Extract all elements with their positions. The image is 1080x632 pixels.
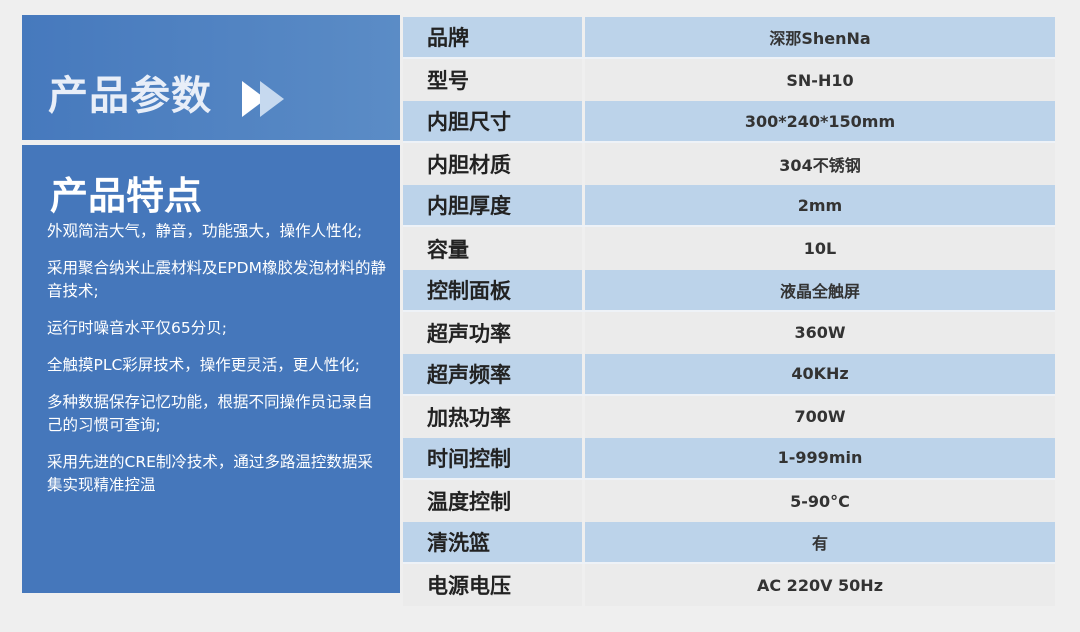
spec-label: 型号 [403, 59, 582, 102]
spec-label: 超声频率 [403, 353, 582, 394]
spec-label: 控制面板 [403, 269, 582, 310]
table-row: 加热功率 700W [403, 395, 1055, 438]
spec-value: AC 220V 50Hz [585, 564, 1055, 607]
table-row: 内胆尺寸 300*240*150mm [403, 101, 1055, 144]
features-list: 外观简洁大气，静音，功能强大，操作人性化; 采用聚合纳米止震材料及EPDM橡胶发泡… [47, 220, 387, 511]
feature-item: 运行时噪音水平仅65分贝; [47, 319, 227, 337]
features-title: 产品特点 [50, 174, 203, 218]
spec-value: 300*240*150mm [585, 101, 1055, 142]
spec-value: 360W [585, 311, 1055, 354]
spec-value: 有 [585, 522, 1055, 563]
spec-label: 容量 [403, 227, 582, 270]
table-row: 型号 SN-H10 [403, 59, 1055, 102]
spec-value: 液晶全触屏 [585, 269, 1055, 310]
spec-value: 10L [585, 227, 1055, 270]
spec-label: 加热功率 [403, 395, 582, 438]
double-arrow-icon [242, 81, 284, 117]
table-row: 清洗篮有 [403, 522, 1055, 565]
feature-item: 全触摸PLC彩屏技术，操作更灵活，更人性化; [47, 356, 361, 374]
spec-label: 品牌 [403, 17, 582, 58]
spec-value: 2mm [585, 185, 1055, 226]
spec-value: 304不锈钢 [585, 143, 1055, 186]
spec-value: 深那ShenNa [585, 17, 1055, 58]
spec-label: 电源电压 [403, 564, 582, 607]
table-row: 品牌 深那ShenNa [403, 17, 1055, 60]
spec-value: 5-90°C [585, 480, 1055, 523]
spec-table: 品牌 深那ShenNa 型号 SN-H10 内胆尺寸 300*240*150mm 内胆材质 3… [403, 17, 1055, 607]
features-panel: 产品特点 外观简洁大气，静音，功能强大，操作人性化; 采用聚合纳米止震材料及EPD… [22, 145, 400, 593]
spec-value: 1-999min [585, 437, 1055, 479]
table-row: 温度控制 5-90°C [403, 480, 1055, 523]
table-row: 电源电压 AC 220V 50Hz [403, 564, 1055, 607]
spec-label: 温度控制 [403, 480, 582, 523]
table-row: 超声功率 360W [403, 311, 1055, 354]
spec-label: 时间控制 [403, 437, 582, 479]
spec-label: 内胆厚度 [403, 185, 582, 226]
feature-item: 采用先进的CRE制冷技术，通过多路温控数据采集实现精准控温 [47, 453, 373, 494]
spec-label: 内胆材质 [403, 143, 582, 186]
spec-value: 40KHz [585, 353, 1055, 394]
spec-value: SN-H10 [585, 59, 1055, 102]
spec-label: 清洗篮 [403, 522, 582, 563]
params-title: 产品参数 [48, 73, 212, 119]
table-row: 内胆厚度 2mm [403, 185, 1055, 228]
table-row: 控制面板 液晶全触屏 [403, 269, 1055, 312]
table-row: 时间控制 1-999min [403, 437, 1055, 481]
feature-item: 多种数据保存记忆功能，根据不同操作员记录自己的习惯可查询; [47, 393, 373, 434]
feature-item: 外观简洁大气，静音，功能强大，操作人性化; [47, 222, 363, 240]
table-row: 容量 10L [403, 227, 1055, 270]
spec-value: 700W [585, 395, 1055, 438]
table-row: 超声频率 40KHz [403, 353, 1055, 396]
feature-item: 采用聚合纳米止震材料及EPDM橡胶发泡材料的静音技术; [47, 259, 386, 300]
spec-label: 超声功率 [403, 311, 582, 354]
table-row: 内胆材质 304不锈钢 [403, 143, 1055, 186]
params-header: 产品参数 [22, 15, 400, 140]
spec-label: 内胆尺寸 [403, 101, 582, 142]
